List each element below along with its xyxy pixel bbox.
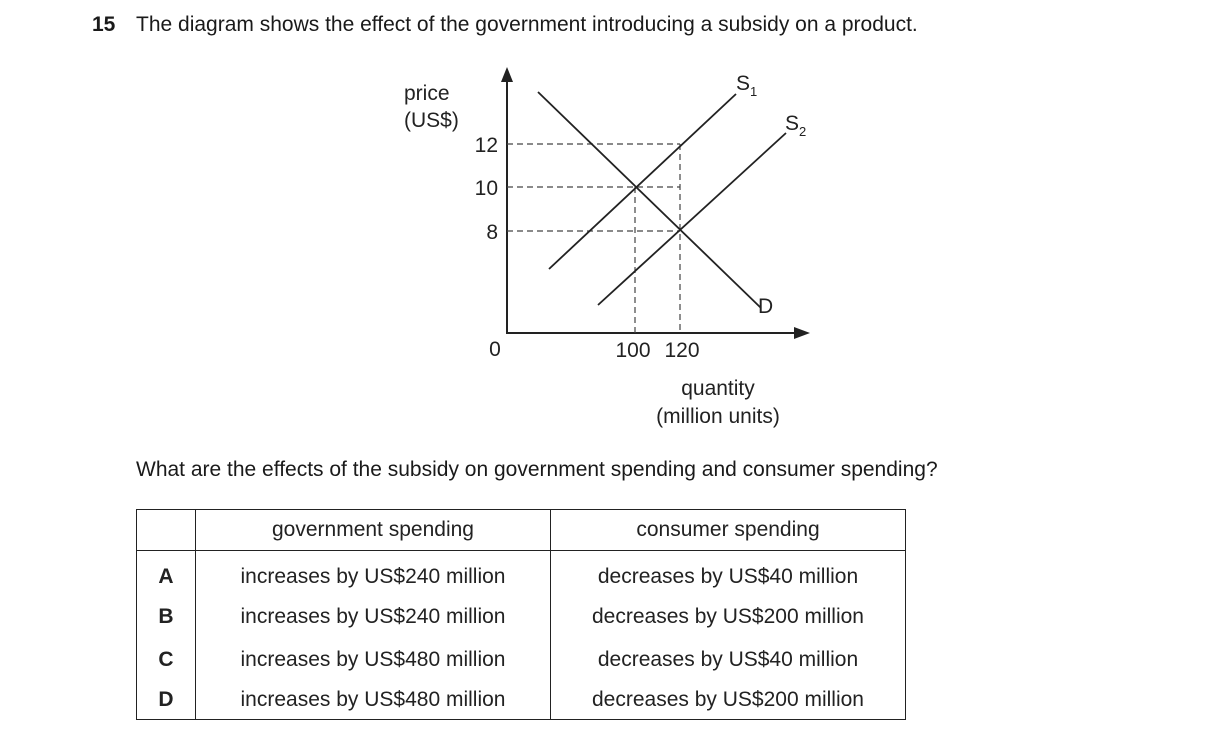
header-government-spending: government spending [195, 509, 551, 551]
option-consumer-spending: decreases by US$200 million [550, 595, 906, 638]
option-government-spending: increases by US$240 million [195, 550, 551, 595]
option-government-spending: increases by US$480 million [195, 638, 551, 681]
x-tick-100: 100 [615, 339, 650, 362]
y-axis-label-line1: price [404, 82, 450, 105]
table-header-row: government spending consumer spending [136, 509, 906, 551]
option-government-spending: increases by US$240 million [195, 595, 551, 638]
y-axis-arrow [501, 67, 513, 82]
label-d: D [758, 295, 773, 318]
table-row[interactable]: D increases by US$480 million decreases … [136, 681, 906, 720]
demand-curve-d [537, 91, 762, 309]
question-prompt: What are the effects of the subsidy on g… [136, 458, 938, 481]
option-letter[interactable]: A [136, 550, 196, 595]
label-s1: S1 [736, 72, 757, 99]
option-consumer-spending: decreases by US$200 million [550, 681, 906, 720]
option-letter[interactable]: D [136, 681, 196, 720]
supply-curve-s1 [548, 93, 737, 270]
option-letter[interactable]: C [136, 638, 196, 681]
supply-curve-s2 [597, 132, 787, 306]
option-government-spending: increases by US$480 million [195, 681, 551, 720]
supply-demand-diagram: S1 S2 D price (US$) quantity (million un… [404, 67, 810, 428]
table-row[interactable]: B increases by US$240 million decreases … [136, 595, 906, 638]
y-axis-label-line2: (US$) [404, 109, 459, 132]
y-tick-10: 10 [475, 177, 498, 200]
x-tick-120: 120 [664, 339, 699, 362]
table-row[interactable]: C increases by US$480 million decreases … [136, 638, 906, 681]
label-s2: S2 [785, 112, 806, 139]
x-axis-label-line1: quantity [681, 377, 755, 400]
answer-table: government spending consumer spending A … [136, 509, 906, 720]
y-tick-8: 8 [486, 221, 498, 244]
option-consumer-spending: decreases by US$40 million [550, 550, 906, 595]
option-letter[interactable]: B [136, 595, 196, 638]
header-consumer-spending: consumer spending [550, 509, 906, 551]
x-axis-label-line2: (million units) [656, 405, 780, 428]
origin-label: 0 [489, 338, 501, 361]
y-tick-12: 12 [475, 134, 498, 157]
header-letter [136, 509, 196, 551]
question-number: 15 [92, 13, 116, 36]
question-text: The diagram shows the effect of the gove… [136, 13, 918, 36]
table-row[interactable]: A increases by US$240 million decreases … [136, 550, 906, 595]
x-axis-arrow [794, 327, 810, 339]
question-header: 15 The diagram shows the effect of the go… [92, 13, 918, 37]
option-consumer-spending: decreases by US$40 million [550, 638, 906, 681]
